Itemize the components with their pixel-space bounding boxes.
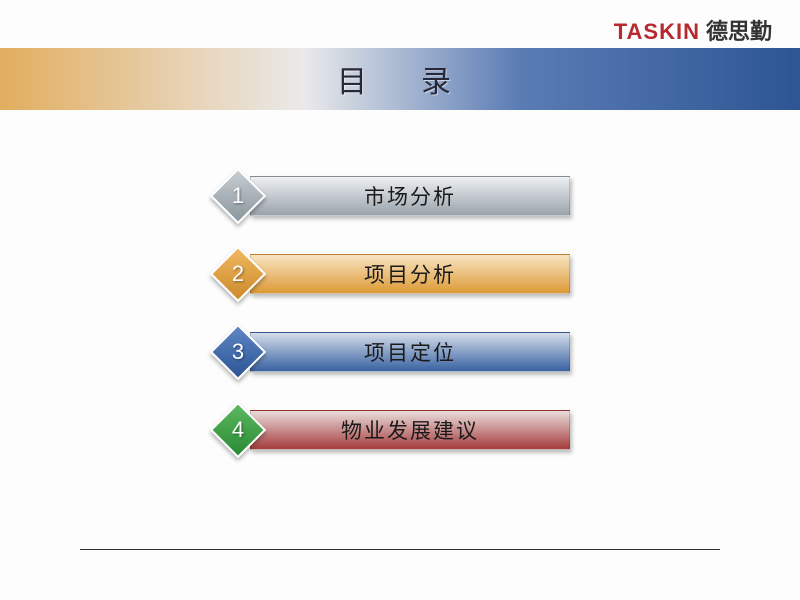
logo-chinese: 德思勤 (706, 19, 772, 44)
logo-english: TASKIN (614, 19, 700, 44)
toc-diamond-4: 4 (210, 402, 266, 458)
toc-label-2: 项目分析 (364, 259, 456, 289)
toc-number-1: 1 (210, 168, 266, 224)
table-of-contents: 市场分析 1 项目分析 2 项目定位 3 物业发展建议 4 (210, 168, 590, 480)
toc-item-3: 项目定位 3 (210, 324, 590, 380)
toc-item-2: 项目分析 2 (210, 246, 590, 302)
toc-number-4: 4 (210, 402, 266, 458)
toc-bar-3: 项目定位 (250, 332, 570, 372)
toc-item-4: 物业发展建议 4 (210, 402, 590, 458)
page-title: 目 录 (337, 57, 463, 101)
toc-number-2: 2 (210, 246, 266, 302)
toc-label-4: 物业发展建议 (341, 415, 479, 445)
title-bar: 目 录 (0, 48, 800, 110)
toc-number-3: 3 (210, 324, 266, 380)
toc-label-1: 市场分析 (364, 181, 456, 211)
toc-diamond-3: 3 (210, 324, 266, 380)
footer-divider (80, 549, 720, 550)
toc-label-3: 项目定位 (364, 337, 456, 367)
toc-bar-1: 市场分析 (250, 176, 570, 216)
brand-logo: TASKIN德思勤 (614, 14, 772, 46)
toc-item-1: 市场分析 1 (210, 168, 590, 224)
toc-bar-2: 项目分析 (250, 254, 570, 294)
toc-diamond-2: 2 (210, 246, 266, 302)
toc-bar-4: 物业发展建议 (250, 410, 570, 450)
toc-diamond-1: 1 (210, 168, 266, 224)
